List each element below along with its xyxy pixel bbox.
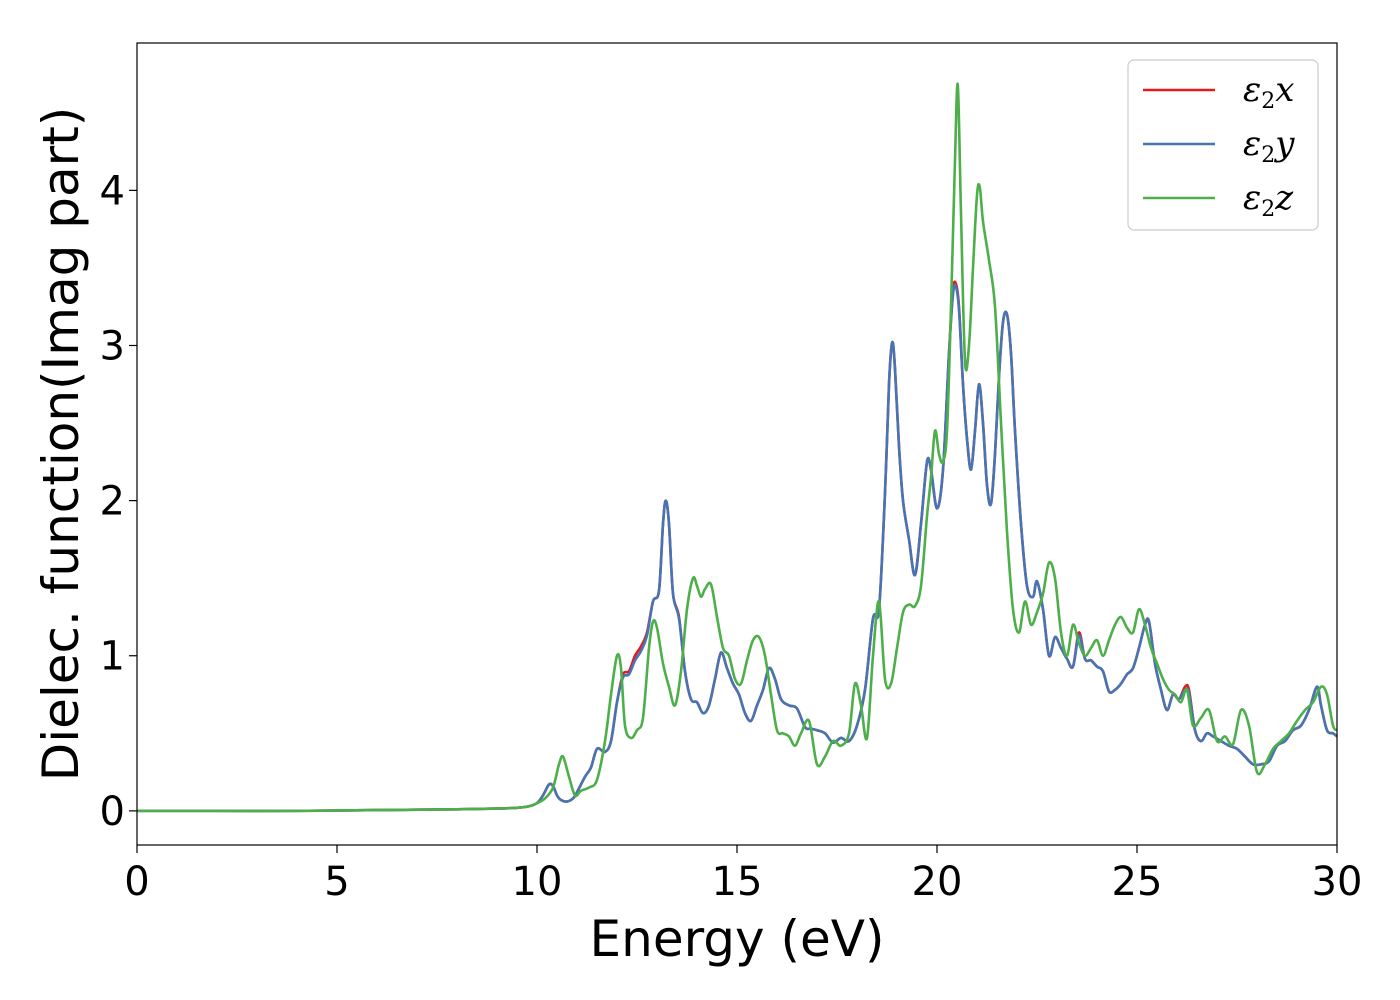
x-tick-label: 25	[1112, 859, 1163, 905]
y-tick-label: 0	[100, 789, 125, 835]
legend-box	[1127, 59, 1319, 231]
x-tick-label: 15	[712, 859, 763, 905]
x-tick-label: 30	[1312, 859, 1363, 905]
x-tick-label: 5	[324, 859, 349, 905]
y-tick-label: 2	[100, 479, 125, 525]
legend-items: ε2x ε2y ε2z	[1143, 70, 1295, 222]
x-tick-label: 10	[512, 859, 563, 905]
legend-label-3: ε2z	[1243, 178, 1294, 222]
series-line-2	[137, 283, 1337, 813]
y-tick-label: 4	[100, 168, 125, 214]
series-line-3	[137, 82, 1337, 813]
y-axis-title: Dielec. function(Imag part)	[32, 107, 90, 782]
legend-label-1: ε2x	[1243, 70, 1294, 114]
y-axis-ticks: 0 1 2 3 4	[100, 168, 137, 835]
y-tick-label: 3	[100, 323, 125, 369]
legend-label-2: ε2y	[1243, 124, 1295, 168]
x-tick-label: 20	[912, 859, 963, 905]
legend: ε2x ε2y ε2z	[1127, 59, 1319, 231]
y-tick-label: 1	[100, 634, 125, 680]
x-tick-label: 0	[124, 859, 149, 905]
series-layer	[137, 82, 1337, 813]
x-axis-title: Energy (eV)	[590, 910, 885, 968]
x-axis-ticks: 0 5 10 15 20 25 30	[124, 845, 1362, 905]
